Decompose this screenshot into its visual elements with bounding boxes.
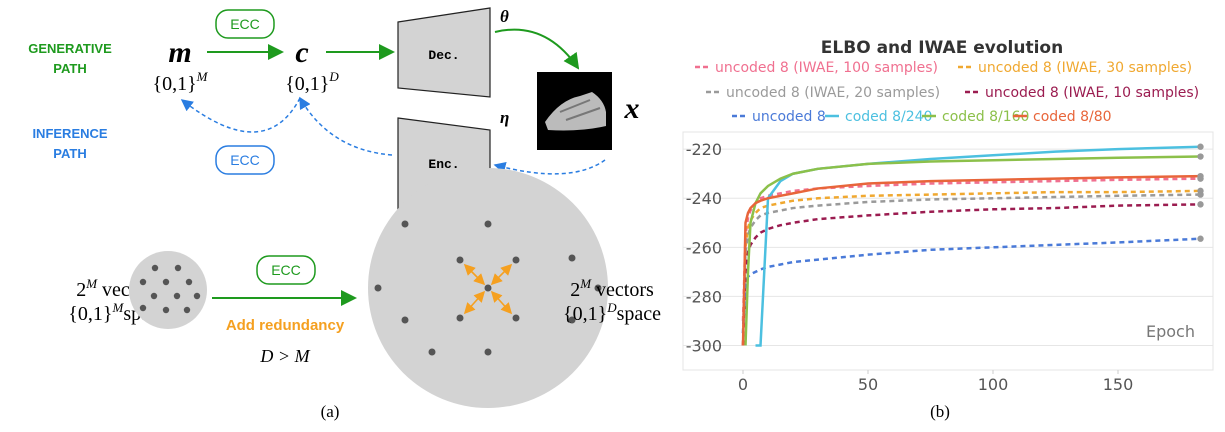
x-tick-label: 0 [738, 375, 748, 394]
decoder-param: θ [500, 7, 509, 26]
y-tick-label: -280 [686, 287, 722, 306]
right-space: {0,1}Dspace [563, 300, 661, 325]
space-exponent: D [328, 69, 339, 84]
image-symbol: x [624, 92, 640, 125]
inference-label: INFERENCE [32, 126, 107, 141]
condition: D > M [259, 346, 310, 366]
encoder-param: η [500, 108, 509, 127]
message-symbol: m [168, 36, 191, 69]
figure: GENERATIVE PATH INFERENCE PATH m {0,1}M … [0, 0, 1225, 432]
ecc-label: ECC [271, 262, 301, 278]
y-tick-label: -300 [686, 336, 722, 355]
ecc-label: ECC [230, 152, 260, 168]
encoder-label: Enc. [428, 157, 459, 172]
end-marker [1197, 173, 1203, 179]
legend-label: uncoded 8 (IWAE, 30 samples) [978, 60, 1192, 76]
count-base: 2 [76, 279, 86, 301]
ecc-label: ECC [230, 16, 260, 32]
end-marker [1197, 201, 1203, 207]
end-marker [1197, 144, 1203, 150]
generative-label: GENERATIVE [28, 41, 112, 56]
space-exponent: M [196, 69, 209, 84]
space-text: {0,1} [285, 73, 329, 95]
legend-label: uncoded 8 [752, 109, 826, 125]
count-base: 2 [570, 279, 580, 301]
space-text: {0,1} [563, 303, 607, 325]
x-tick-label: 150 [1103, 375, 1134, 394]
y-tick-label: -220 [686, 140, 722, 159]
legend-label: coded 8/240 [845, 109, 932, 125]
decoder-label: Dec. [428, 48, 459, 63]
end-marker [1197, 153, 1203, 159]
space-word: space [617, 303, 662, 325]
legend-label: uncoded 8 (IWAE, 10 samples) [985, 85, 1199, 101]
x-tick-label: 100 [978, 375, 1009, 394]
caption: (a) [321, 402, 340, 421]
redundancy-label: Add redundancy [226, 317, 345, 334]
panel-a: GENERATIVE PATH INFERENCE PATH m {0,1}M … [28, 7, 661, 421]
legend-label: uncoded 8 (IWAE, 20 samples) [726, 85, 940, 101]
generative-label: PATH [53, 61, 86, 76]
chart-title: ELBO and IWAE evolution [821, 38, 1063, 58]
caption: (b) [930, 402, 950, 421]
end-marker [1197, 236, 1203, 242]
space-text: {0,1} [152, 73, 196, 95]
y-tick-label: -260 [686, 238, 722, 257]
arrow [182, 98, 300, 132]
inference-label: PATH [53, 146, 86, 161]
space-exponent: D [606, 300, 617, 315]
legend-label: uncoded 8 (IWAE, 100 samples) [715, 60, 938, 76]
small-space [129, 251, 207, 329]
plot-area [683, 132, 1213, 370]
space-text: {0,1} [68, 303, 112, 325]
codeword-symbol: c [295, 36, 308, 69]
panel-b: ELBO and IWAE evolution Epoch (b) -220 -2… [683, 38, 1213, 421]
codeword-space: {0,1}D [285, 69, 339, 95]
x-tick-label: 50 [858, 375, 878, 394]
y-tick-label: -240 [686, 189, 722, 208]
x-axis-label: Epoch [1146, 322, 1195, 341]
arrow [495, 30, 578, 68]
end-marker [1197, 191, 1203, 197]
count-text: vectors [591, 279, 654, 301]
legend-label: coded 8/80 [1033, 109, 1112, 125]
message-space: {0,1}M [152, 69, 208, 95]
arrow [300, 98, 392, 155]
